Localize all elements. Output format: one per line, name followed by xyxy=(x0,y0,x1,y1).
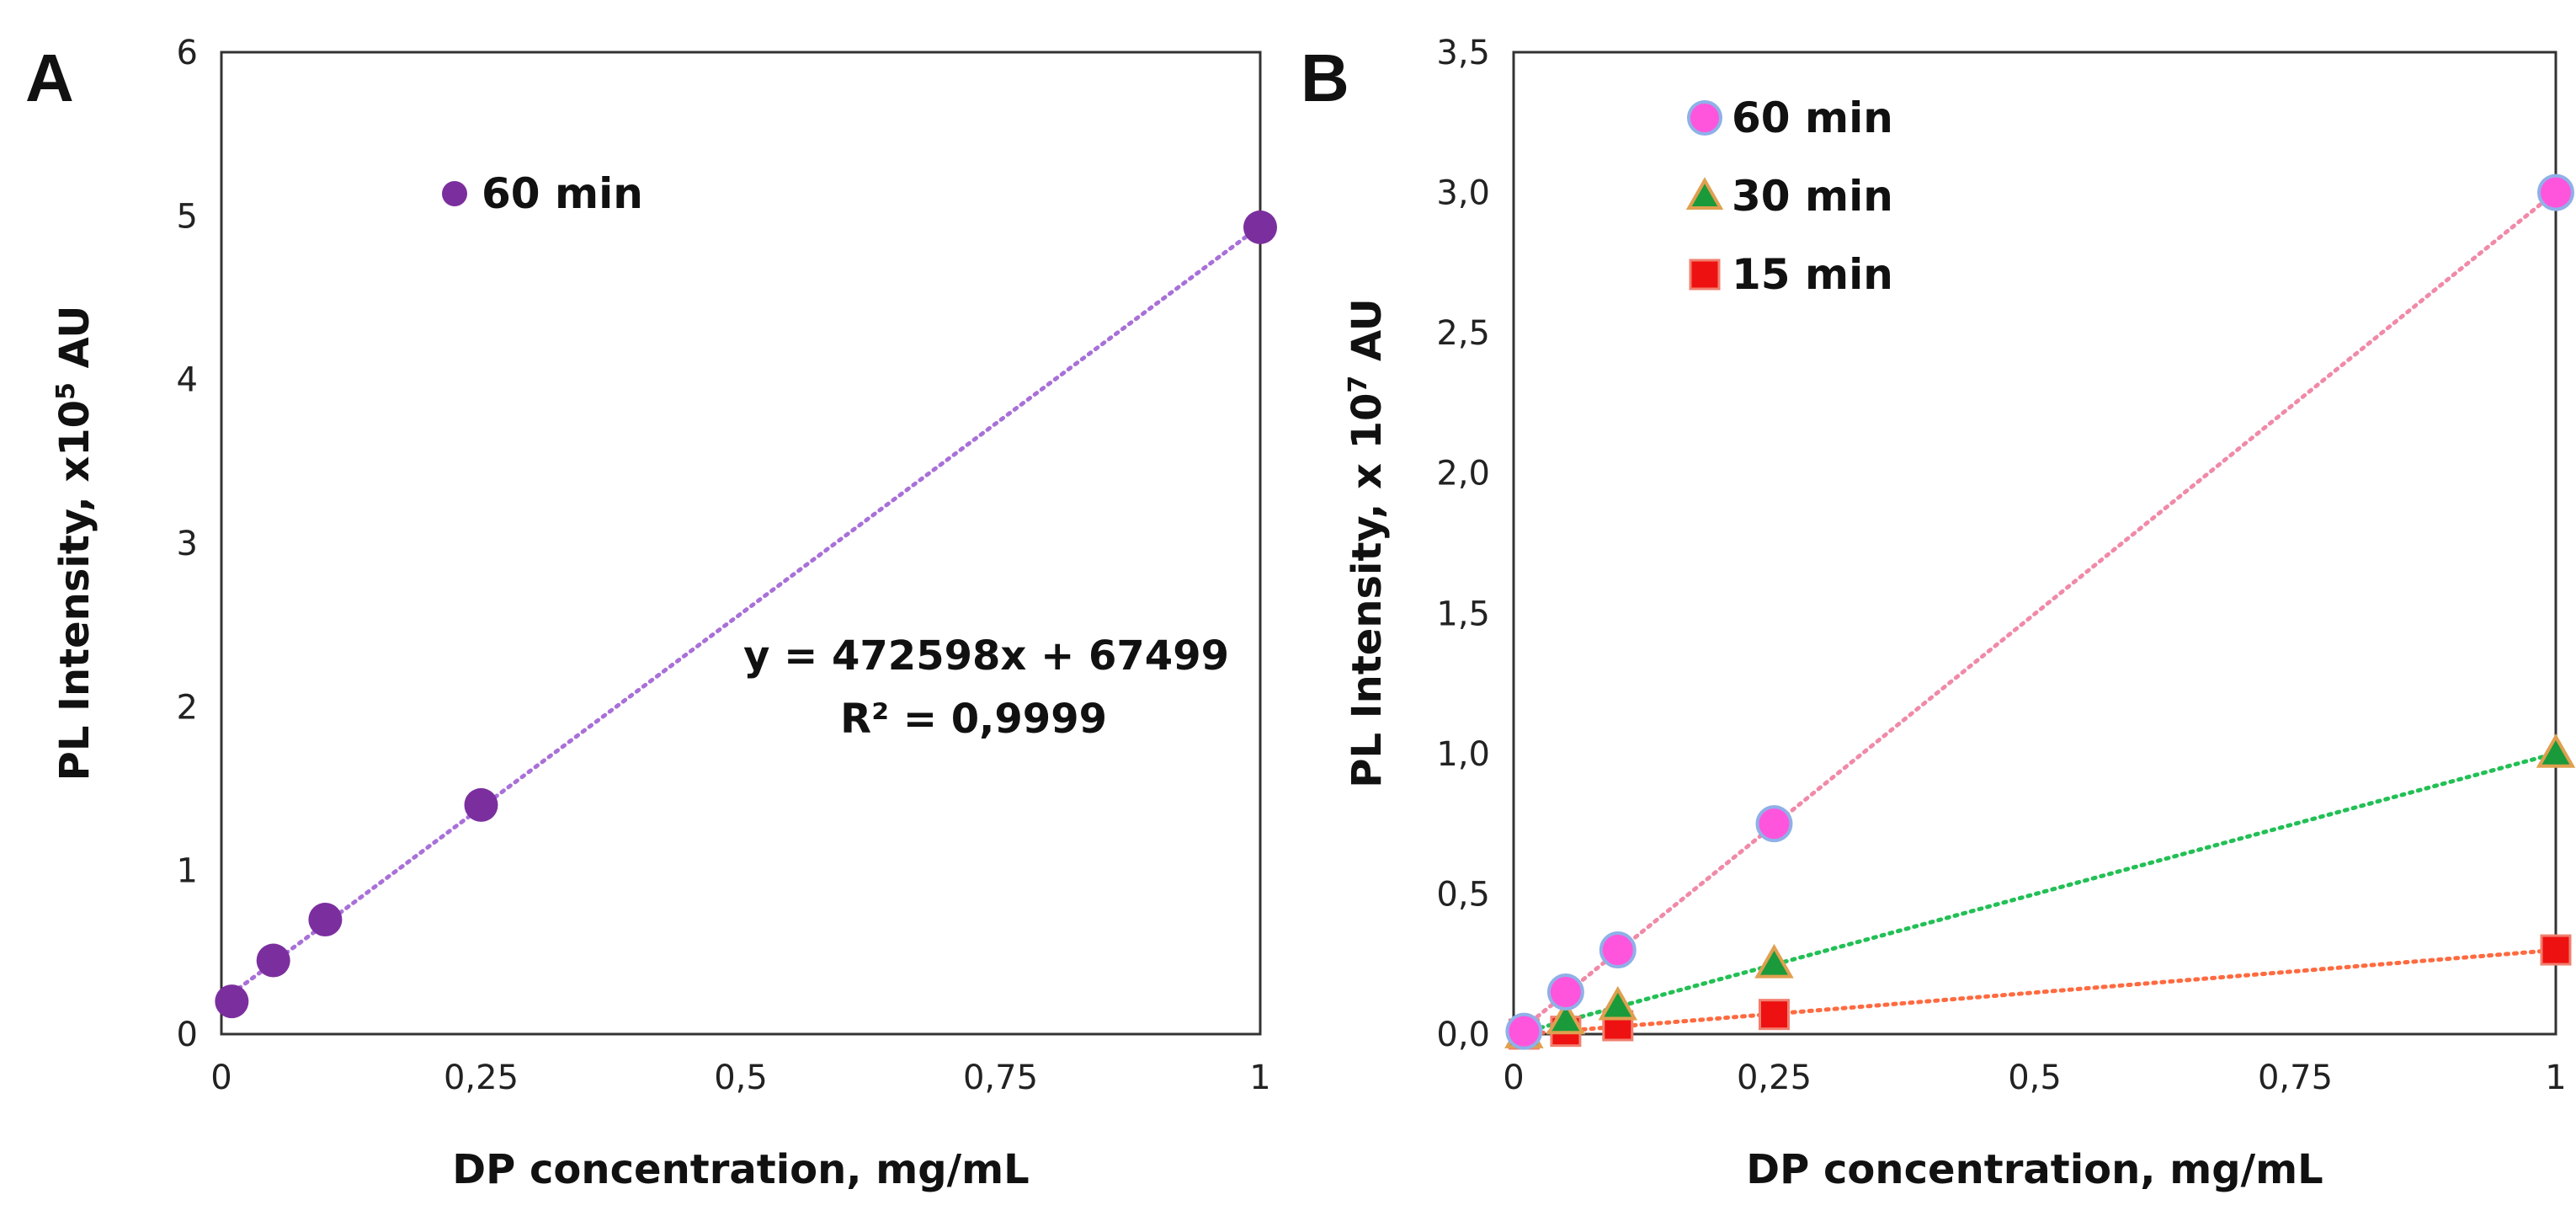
chart-b: B 0,0 0,5 1,0 1,5 2,0 2,5 3,0 3,5 0 0,25 0,5 0,75 1 DP… xyxy=(1301,34,2576,1193)
y-tick-label: 3 xyxy=(177,525,198,563)
data-point-60-min xyxy=(1599,931,1637,969)
y-axis-label: PL Intensity, x105 AU xyxy=(51,306,99,781)
x-tick-label: 0,5 xyxy=(2008,1059,2062,1097)
data-point-60-min xyxy=(256,943,290,978)
x-tick-label: 0 xyxy=(210,1059,232,1097)
chart-a: A 0 1 2 3 4 5 6 0 0,25 0,5 0,75 1 DP concentration, m… xyxy=(25,34,1277,1193)
legend-label: 30 min xyxy=(1732,172,1893,221)
y-tick-label: 1 xyxy=(177,852,198,891)
legend-label: 60 min xyxy=(482,169,643,218)
trendline-60-min xyxy=(229,224,1263,996)
data-point-60-min xyxy=(215,984,249,1019)
x-tick-label: 0,75 xyxy=(963,1059,1038,1097)
legend-label: 15 min xyxy=(1732,250,1893,299)
y-axis-label: PL Intensity, x 107 AU xyxy=(1344,298,1392,787)
plot-frame xyxy=(220,51,1262,1036)
trendline-60-min xyxy=(1521,189,2558,1030)
data-point-30-min xyxy=(1546,1000,1586,1035)
y-tick-label: 3,0 xyxy=(1436,174,1490,213)
regression-equation: y = 472598x + 67499 xyxy=(743,632,1229,680)
legend-marker xyxy=(1685,177,1724,211)
data-point-15-min xyxy=(1759,999,1790,1031)
panel-label: A xyxy=(25,40,74,115)
data-point-30-min xyxy=(1754,943,1794,979)
data-point-30-min xyxy=(2536,733,2576,768)
x-tick-label: 0,5 xyxy=(714,1059,768,1097)
legend-marker xyxy=(442,181,467,206)
y-tick-label: 2,0 xyxy=(1436,455,1490,493)
legend-label: 60 min xyxy=(1732,93,1893,142)
y-tick-label: 6 xyxy=(177,34,198,72)
legend-marker xyxy=(1687,100,1722,136)
data-point-60-min xyxy=(308,902,343,936)
x-axis-label: DP concentration, mg/mL xyxy=(452,1146,1030,1193)
y-tick-label: 5 xyxy=(177,197,198,236)
y-axis-label-exponent: 7 xyxy=(1344,376,1373,393)
x-tick-label: 0,25 xyxy=(1737,1059,1812,1097)
y-axis-label-unit: AU xyxy=(1344,298,1391,375)
panel-label: B xyxy=(1301,40,1349,115)
r-squared: R² = 0,9999 xyxy=(840,696,1107,743)
y-axis-label-text: PL Intensity, x10 xyxy=(51,400,98,781)
data-point-15-min xyxy=(2540,934,2572,966)
y-tick-label: 3,5 xyxy=(1436,34,1490,72)
data-point-60-min xyxy=(1755,805,1793,843)
x-tick-label: 0,25 xyxy=(444,1059,519,1097)
x-axis-label: DP concentration, mg/mL xyxy=(1746,1146,2323,1193)
y-tick-label: 0,0 xyxy=(1436,1016,1490,1054)
data-point-60-min xyxy=(1546,973,1584,1011)
legend-marker xyxy=(1689,259,1721,291)
y-tick-label: 1,5 xyxy=(1436,595,1490,633)
y-axis-label-exponent: 5 xyxy=(51,382,81,400)
x-tick-label: 1 xyxy=(1249,1059,1270,1097)
data-point-60-min xyxy=(1505,1012,1543,1050)
trendline-30-min xyxy=(1521,751,2558,1035)
x-tick-label: 0 xyxy=(1503,1059,1524,1097)
y-tick-label: 1,0 xyxy=(1436,735,1490,774)
y-tick-label: 2,5 xyxy=(1436,314,1490,353)
trendline-15-min xyxy=(1521,947,2558,1037)
x-tick-label: 0,75 xyxy=(2258,1059,2333,1097)
y-tick-label: 4 xyxy=(177,361,198,400)
y-tick-label: 2 xyxy=(177,688,198,727)
data-point-30-min xyxy=(1598,985,1638,1021)
data-point-60-min xyxy=(1243,210,1277,244)
plot-frame xyxy=(1512,51,2557,1036)
data-point-60-min xyxy=(2537,173,2574,211)
y-tick-label: 0 xyxy=(177,1016,198,1054)
x-tick-label: 1 xyxy=(2545,1059,2566,1097)
y-axis-label-unit: AU xyxy=(51,306,98,382)
y-axis-label-text: PL Intensity, x 10 xyxy=(1344,393,1391,788)
data-point-60-min xyxy=(464,787,498,822)
y-tick-label: 0,5 xyxy=(1436,875,1490,914)
